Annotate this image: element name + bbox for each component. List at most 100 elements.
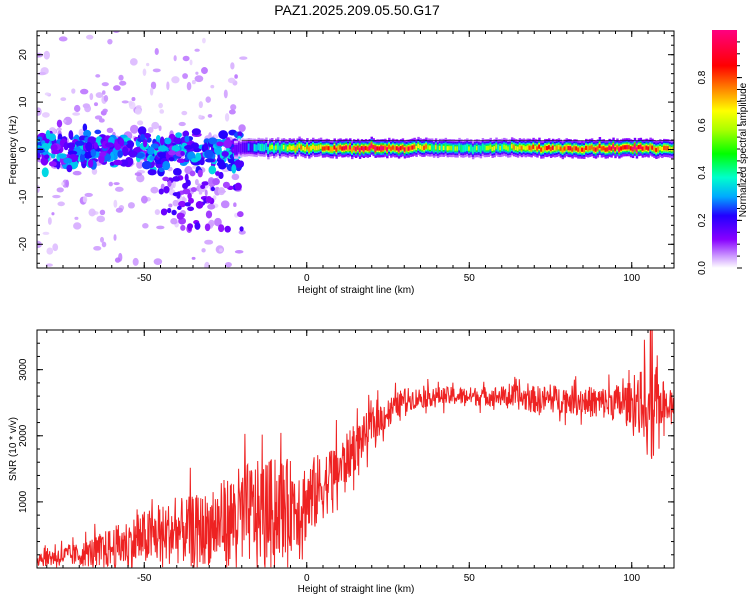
spectrogram-speckle	[44, 92, 50, 96]
spectrogram-ridge-cell	[536, 147, 539, 150]
spectrogram-speckle	[159, 109, 165, 114]
spectrogram-ridge-cell	[251, 142, 255, 153]
spectrogram-speckle	[137, 120, 144, 126]
spectrogram-ridge-cell	[639, 145, 643, 148]
spectrogram-blob	[122, 146, 129, 157]
spectrogram-ridge-cell	[508, 144, 512, 152]
spectrogram-blob	[173, 167, 182, 176]
spectrogram-ridge-cell	[594, 148, 598, 151]
spectrogram-ridge-cell	[325, 146, 329, 149]
spectrogram-ridge-cell	[280, 144, 284, 152]
spectrogram-ridge-cell	[546, 146, 549, 150]
spectrogram-ridge-cell	[604, 148, 607, 151]
spectrogram-speckle	[134, 172, 142, 176]
spectrogram-ridge-cell	[436, 145, 440, 153]
spectrogram-ridge-cell	[397, 148, 401, 151]
spectrogram-ridge-cell	[553, 146, 557, 151]
spectrogram-blob	[128, 151, 137, 158]
spectrogram-ridge-cell	[310, 146, 313, 151]
spectrogram-ridge-cell	[551, 146, 555, 149]
spectrogram-speckle	[238, 230, 246, 235]
spectrogram-blob	[182, 130, 190, 138]
spectrogram-ridge-cell	[395, 147, 399, 150]
spectrogram-ridge-cell	[499, 145, 502, 151]
spectrogram-ridge-cell	[372, 145, 375, 149]
spectrogram-ridge-cell	[352, 146, 356, 150]
spectrogram-speckle	[142, 68, 147, 77]
spectrogram-ridge-cell	[434, 145, 438, 150]
spectrogram-ridge-cell	[645, 146, 648, 149]
spectrogram-ridge-cell	[577, 148, 580, 151]
snr-x-tick-label: 50	[464, 573, 476, 584]
spectrogram-ridge-cell	[446, 146, 450, 151]
spectrogram-blob	[190, 142, 200, 149]
spectrogram-ridge-cell	[391, 146, 395, 149]
spectrogram-speckle	[114, 257, 121, 263]
spectrogram-speckle	[96, 215, 106, 223]
spectrogram-ridge-cell	[417, 143, 420, 149]
spectrogram-ridge-cell	[528, 146, 531, 149]
spectrogram-xlabel: Height of straight line (km)	[298, 285, 415, 296]
spectrogram-ridge-cell	[462, 145, 465, 153]
spectrogram-ridge-cell	[538, 145, 541, 148]
spectrogram-ridge-cell	[452, 144, 455, 152]
spectrogram-blob	[159, 136, 165, 146]
spectrogram-blob	[141, 160, 152, 170]
spectrogram-speckle	[51, 212, 55, 216]
spectrogram-ridge-cell	[514, 145, 518, 151]
spectrogram-speckle	[52, 194, 61, 199]
spectrogram-speckle	[142, 223, 149, 229]
spectrogram-blob	[205, 158, 215, 163]
snr-y-tick-label: 2000	[18, 424, 29, 447]
spectrogram-ridge-cell	[520, 146, 524, 151]
spectrogram-ridge-cell	[329, 147, 333, 152]
spectrogram-blob	[79, 153, 86, 163]
spectrogram-blob	[87, 159, 94, 168]
spectrogram-ridge-cell	[633, 145, 637, 149]
spectrogram-ridge-cell	[282, 145, 286, 150]
snr-axes: -50 0 50 100 1000 2000 3000	[18, 329, 674, 584]
snr-x-tick-label: 100	[623, 573, 640, 584]
spectrogram-speckle	[37, 71, 47, 76]
spectrogram-ridge-cell	[473, 144, 477, 153]
spectrogram-speckle	[191, 80, 196, 85]
spectrogram-speckle	[52, 243, 59, 252]
spectrogram-ridge-cell	[421, 145, 424, 151]
spectrogram-speckle	[181, 110, 188, 116]
snr-x-tick-label: 0	[304, 573, 310, 584]
spectrogram-blob	[178, 200, 187, 208]
spectrogram-ridge-cell	[485, 145, 489, 151]
spectrogram-speckle	[204, 261, 210, 268]
spectrogram-blob	[37, 136, 43, 142]
spectrogram-ridge-cell	[393, 146, 397, 151]
spectrogram-blob	[187, 206, 195, 212]
spectrogram-blob	[218, 159, 225, 168]
spectrogram-blob	[82, 123, 88, 132]
spectrogram-speckle	[113, 199, 118, 208]
spectrogram-blob	[160, 208, 168, 216]
spectrogram-axes: -50 0 50 100 -20 -10 0 10 20	[18, 31, 674, 284]
spectrogram-speckle	[182, 196, 186, 203]
spectrogram-blob	[190, 187, 197, 193]
spectrogram-blob	[125, 140, 135, 149]
spectrogram-blob	[94, 129, 102, 135]
snr-xlabel: Height of straight line (km)	[298, 584, 415, 595]
spectrogram-ridge-cell	[345, 146, 348, 149]
spectrogram-blob	[113, 159, 123, 166]
spectrogram-blob	[119, 138, 125, 147]
spectrogram-blob	[163, 185, 170, 194]
spectrogram-blob	[158, 188, 164, 195]
spectrogram-ridge-cell	[302, 146, 305, 151]
spectrogram-blob	[184, 135, 190, 143]
spectrogram-speckle	[186, 81, 192, 91]
spectrogram-ridge-cell	[290, 145, 294, 151]
colorbar-tick-label: 0.0	[697, 261, 708, 275]
spectrogram-speckle	[93, 102, 99, 107]
spectrogram-blob	[85, 141, 93, 151]
spectrogram-blob	[180, 224, 186, 231]
spectrogram-ridge-cell	[664, 146, 668, 150]
spectrogram-speckle	[84, 192, 93, 197]
spectrogram-blob	[197, 169, 203, 178]
spectrogram-ridge-cell	[641, 147, 645, 150]
spectrogram-blob	[212, 177, 220, 186]
